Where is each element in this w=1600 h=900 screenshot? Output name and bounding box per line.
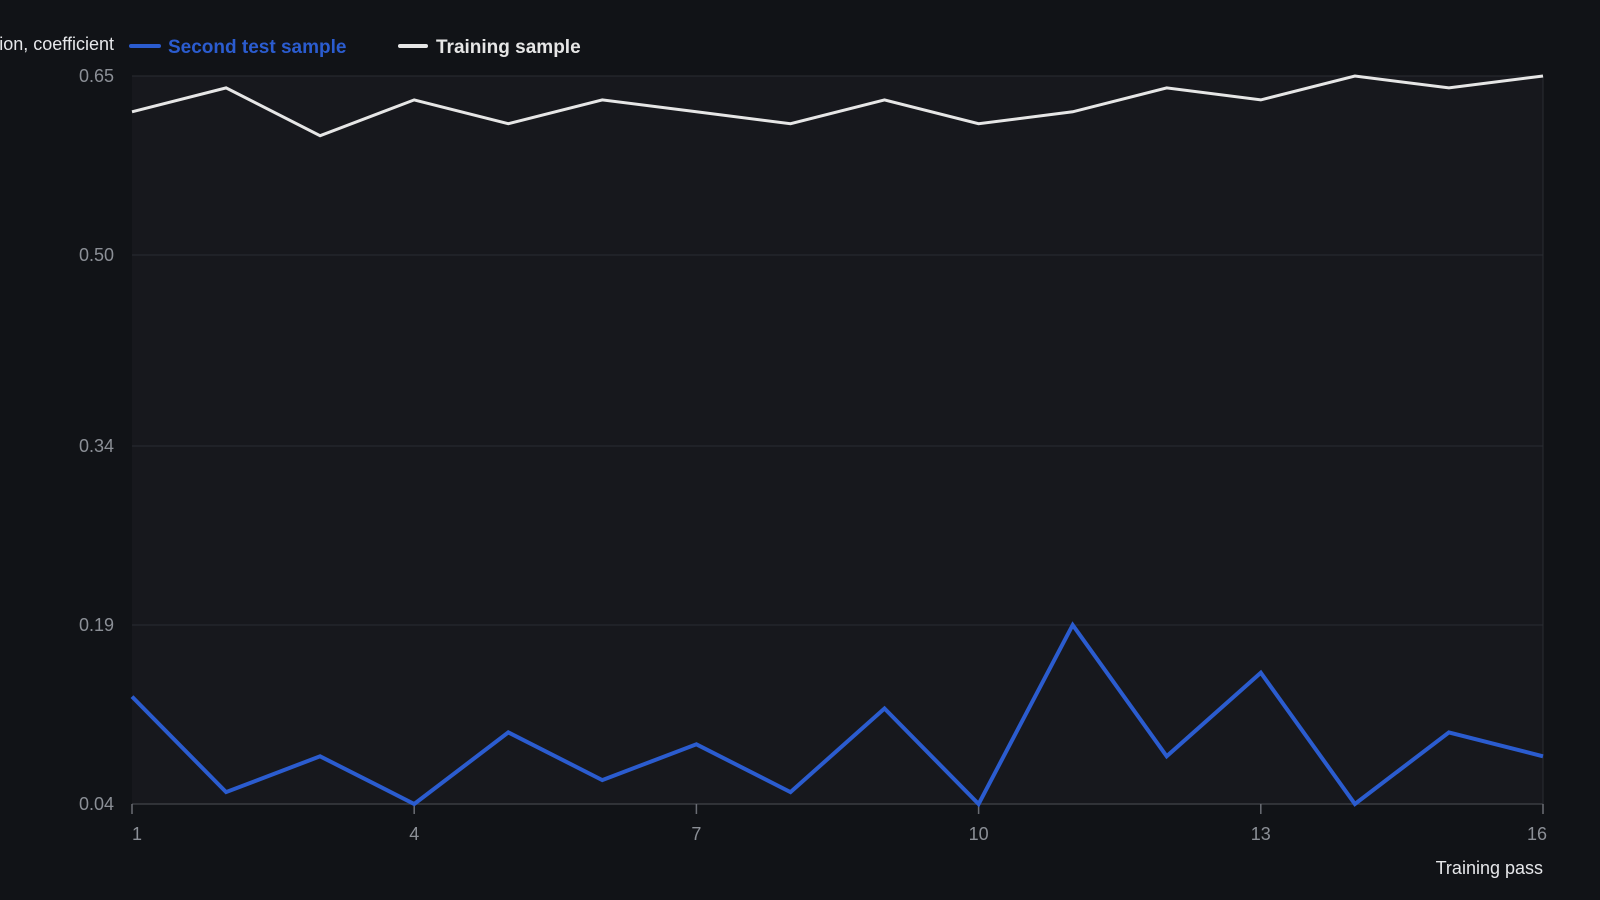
legend-label-training-sample: Training sample	[436, 37, 581, 58]
series-line-training-sample[interactable]	[131, 74, 1544, 138]
axis-layer: 0.04 0.19 0.34 0.50 0.65 1 4 7 10 13 16	[79, 66, 1547, 844]
series-layer	[130, 74, 1544, 808]
x-tick-label: 10	[969, 824, 989, 844]
y-tick-label: 0.50	[79, 245, 114, 265]
x-tick-label: 7	[691, 824, 701, 844]
plot-area	[132, 76, 1543, 804]
x-tick-label: 1	[132, 824, 142, 844]
legend-label-second-test-sample: Second test sample	[168, 37, 346, 58]
legend-item-second-test-sample[interactable]: Second test sample	[129, 37, 346, 58]
series-line-second-test-sample[interactable]	[130, 621, 1544, 808]
x-tick-label: 4	[409, 824, 419, 844]
x-tick-label: 16	[1527, 824, 1547, 844]
y-axis-title: Recognition, coefficient	[0, 34, 114, 54]
y-tick-label: 0.04	[79, 794, 114, 814]
y-tick-label: 0.34	[79, 436, 114, 456]
legend[interactable]: Second test sample Training sample	[129, 37, 581, 58]
y-tick-label: 0.19	[79, 615, 114, 635]
grid-layer	[132, 75, 1544, 805]
x-axis-title: Training pass	[1436, 858, 1543, 878]
legend-item-training-sample[interactable]: Training sample	[398, 37, 581, 58]
y-tick-label: 0.65	[79, 66, 114, 86]
x-tick-label: 13	[1251, 824, 1271, 844]
